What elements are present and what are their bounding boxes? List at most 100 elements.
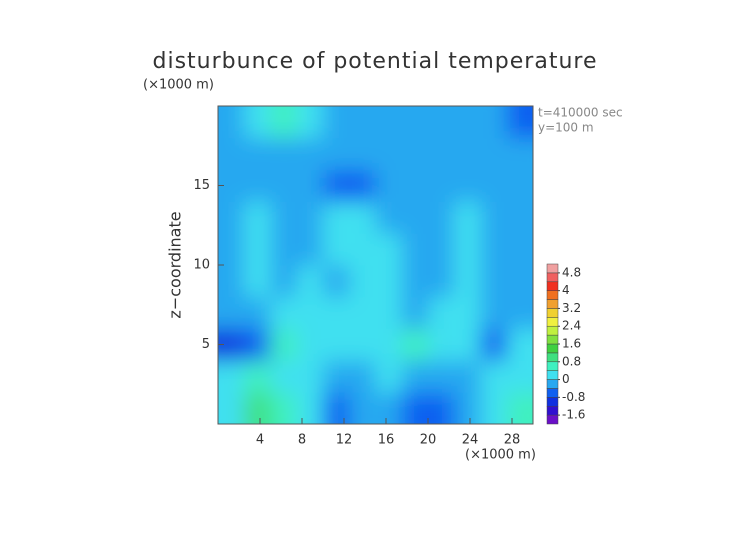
- contour-cell: [349, 169, 376, 202]
- contour-cell: [296, 137, 324, 171]
- colorbar-label: 0: [562, 372, 570, 386]
- contour-cell: [506, 201, 533, 234]
- contour-cell: [480, 169, 508, 202]
- colorbar-swatch: [546, 405, 559, 416]
- y-tick-label: 5: [202, 337, 210, 352]
- contour-cell: [375, 233, 403, 266]
- contour-cell: [296, 169, 324, 202]
- contour-cell: [218, 296, 245, 330]
- contour-cell: [401, 328, 429, 361]
- contour-cell: [428, 137, 455, 171]
- contour-cell: [270, 106, 298, 139]
- x-tick-label: 4: [256, 433, 264, 448]
- contour-cell: [218, 360, 245, 393]
- contour-cell: [323, 137, 350, 171]
- y-unit: (×1000 m): [143, 78, 214, 93]
- contour-cell: [375, 328, 403, 361]
- colorbar-swatch: [546, 290, 559, 300]
- contour-cell: [401, 169, 429, 202]
- contour-cell: [454, 106, 481, 139]
- colorbar-label: 0.8: [562, 354, 581, 368]
- y-tick-label: 10: [193, 258, 210, 273]
- contour-cell: [401, 265, 429, 298]
- contour-cell: [428, 392, 455, 424]
- contour-cell: [349, 201, 376, 234]
- contour-cell: [428, 296, 455, 330]
- contour-cell: [296, 296, 324, 330]
- contour-cell: [428, 201, 455, 234]
- contour-cell: [401, 392, 429, 424]
- contour-cell: [454, 137, 481, 171]
- contour-cell: [323, 328, 350, 361]
- y-axis-label: z−coordinate: [166, 211, 185, 318]
- x-tick-label: 24: [462, 433, 479, 448]
- annotation: t=410000 sec: [538, 106, 623, 120]
- contour-cell: [480, 360, 508, 393]
- colorbar-swatch: [546, 361, 559, 371]
- colorbar-swatch: [546, 317, 559, 327]
- contour-cell: [349, 296, 376, 330]
- contour-cell: [375, 392, 403, 424]
- contour-cell: [375, 360, 403, 393]
- contour-cell: [428, 169, 455, 202]
- contour-cell: [218, 392, 245, 424]
- contour-cell: [244, 328, 271, 361]
- contour-cell: [349, 265, 376, 298]
- contour-cell: [454, 360, 481, 393]
- contour-cell: [270, 296, 298, 330]
- colorbar-swatch: [546, 334, 559, 345]
- contour-cell: [244, 265, 271, 298]
- contour-cell: [270, 201, 298, 234]
- contour-cell: [218, 233, 245, 266]
- contour-cell: [270, 233, 298, 266]
- contour-cell: [375, 106, 403, 139]
- colorbar-swatch: [546, 299, 559, 309]
- contour-cell: [244, 392, 271, 424]
- contour-cell: [349, 392, 376, 424]
- x-tick-label: 8: [298, 433, 306, 448]
- contour-cell: [454, 265, 481, 298]
- contour-cell: [218, 201, 245, 234]
- colorbar-label: 3.2: [562, 301, 581, 315]
- contour-cell: [270, 137, 298, 171]
- contour-cell: [506, 296, 533, 330]
- contour-cell: [218, 137, 245, 171]
- axes: 4 8 12 16 20 24 28 5 10 15 -1.6 -0.8 0 0.8 1.6 2.4 3.2 4 4…: [193, 105, 585, 448]
- contour-cell: [506, 106, 533, 139]
- contour-cell: [428, 360, 455, 393]
- contour-cell: [349, 137, 376, 171]
- colorbar-label: -1.6: [562, 408, 585, 422]
- contour-cell: [244, 169, 271, 202]
- contour-cell: [506, 328, 533, 361]
- contour-cell: [480, 233, 508, 266]
- contour-cell: [323, 201, 350, 234]
- y-tick-label: 15: [193, 178, 210, 193]
- contour-cell: [480, 201, 508, 234]
- x-unit: (×1000 m): [465, 448, 536, 463]
- colorbar-swatch: [546, 370, 559, 380]
- colorbar-label: 2.4: [562, 319, 581, 333]
- contour-cell: [506, 137, 533, 171]
- contour-cell: [401, 137, 429, 171]
- contour-cell: [244, 233, 271, 266]
- contour-cell: [454, 328, 481, 361]
- contour-cell: [506, 392, 533, 424]
- contour-cell: [270, 392, 298, 424]
- contour-cell: [218, 265, 245, 298]
- colorbar-label: -0.8: [562, 390, 585, 404]
- x-tick-label: 28: [504, 433, 521, 448]
- contour-cell: [480, 265, 508, 298]
- contour-cell: [375, 169, 403, 202]
- contour-cell: [244, 296, 271, 330]
- contour-field: [218, 106, 533, 424]
- contour-cell: [428, 328, 455, 361]
- contour-cell: [244, 137, 271, 171]
- contour-cell: [349, 360, 376, 393]
- colorbar-swatch: [546, 272, 559, 283]
- contour-cell: [480, 106, 508, 139]
- contour-cell: [428, 265, 455, 298]
- contour-cell: [323, 106, 350, 139]
- contour-cell: [323, 296, 350, 330]
- contour-cell: [375, 296, 403, 330]
